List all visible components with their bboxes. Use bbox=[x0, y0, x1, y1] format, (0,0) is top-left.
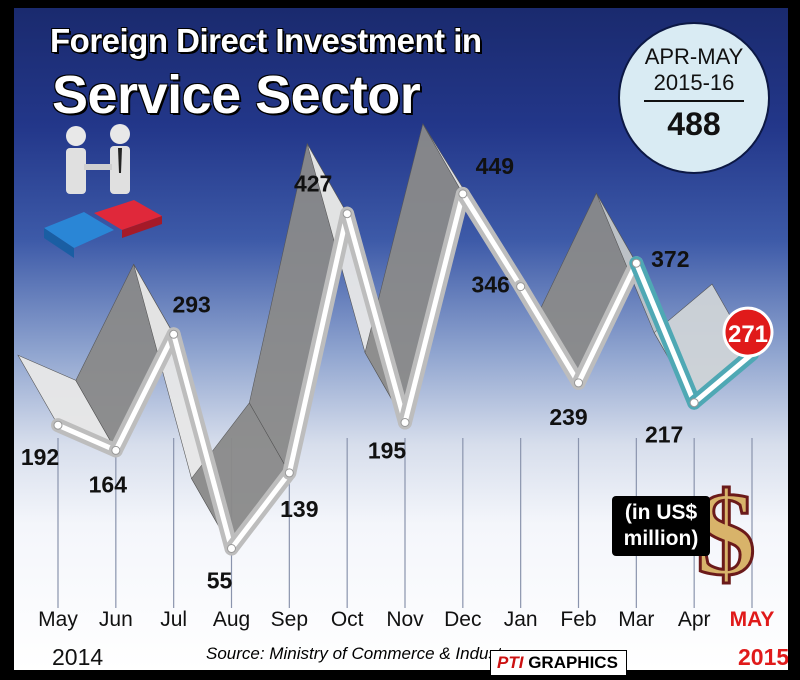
year-end-label: 2015 bbox=[738, 644, 788, 670]
data-label-2: 293 bbox=[172, 291, 210, 317]
chart-canvas: 192 164 293 55 139 427 195 449 346 239 372 217 271 Ma… bbox=[17, 123, 775, 631]
category-label-2: Jul bbox=[160, 608, 187, 631]
data-label-8: 346 bbox=[471, 272, 509, 298]
data-point-7 bbox=[458, 189, 468, 199]
credit-graphics: GRAPHICS bbox=[528, 653, 618, 672]
data-label-1: 164 bbox=[89, 471, 128, 497]
summary-divider bbox=[644, 100, 744, 102]
category-label-11: Apr bbox=[678, 608, 711, 631]
data-label-10: 372 bbox=[651, 246, 689, 272]
data-label-7: 449 bbox=[476, 153, 514, 179]
summary-period-line1: APR-MAY bbox=[644, 44, 744, 69]
data-label-5: 427 bbox=[294, 171, 332, 197]
category-label-7: Dec bbox=[444, 608, 481, 631]
summary-period-line2: 2015-16 bbox=[653, 70, 735, 95]
data-point-9 bbox=[574, 378, 583, 388]
series-segment-1 bbox=[113, 331, 177, 453]
data-point-6 bbox=[400, 418, 410, 427]
unit-label-line1: (in US$ bbox=[624, 501, 698, 524]
data-label-3: 55 bbox=[207, 568, 233, 594]
chart-panel: 192 164 293 55 139 427 195 449 346 239 372 217 271 Ma… bbox=[14, 8, 788, 670]
data-point-10 bbox=[631, 258, 641, 268]
series-segment-8 bbox=[518, 284, 581, 386]
category-label-1: Jun bbox=[99, 608, 133, 631]
category-label-3: Aug bbox=[213, 608, 250, 631]
data-point-4 bbox=[284, 468, 294, 478]
data-point-11 bbox=[689, 398, 699, 408]
data-point-1 bbox=[111, 445, 121, 455]
data-point-2 bbox=[169, 329, 179, 339]
data-label-6: 195 bbox=[368, 438, 407, 464]
unit-label-line2: million) bbox=[623, 527, 699, 550]
summary-circle: APR-MAY 2015-16 488 bbox=[618, 22, 770, 174]
series-segment-9 bbox=[576, 260, 639, 386]
series-segment-3 bbox=[229, 470, 292, 551]
data-point-5 bbox=[342, 209, 352, 219]
chart-title-line2: Service Sector bbox=[52, 65, 421, 125]
data-point-8 bbox=[516, 282, 526, 292]
data-point-0 bbox=[53, 420, 63, 430]
credit-badge: PTI GRAPHICS bbox=[490, 650, 627, 676]
category-label-0: May bbox=[38, 608, 78, 631]
series-segment-2 bbox=[171, 331, 234, 551]
puzzle-pieces-icon bbox=[44, 200, 162, 258]
category-label-4: Sep bbox=[271, 608, 308, 631]
data-label-11: 217 bbox=[645, 422, 683, 448]
category-label-9: Feb bbox=[560, 608, 596, 631]
year-start-label: 2014 bbox=[52, 644, 104, 670]
series-segment-6 bbox=[402, 191, 466, 425]
data-label-12: 271 bbox=[728, 321, 768, 348]
data-label-0: 192 bbox=[21, 444, 59, 470]
category-label-5: Oct bbox=[331, 608, 364, 631]
category-label-10: Mar bbox=[618, 608, 654, 631]
chart-title-line1: Foreign Direct Investment in bbox=[50, 22, 482, 59]
summary-period: APR-MAY 2015-16 bbox=[620, 44, 768, 96]
source-note: Source: Ministry of Commerce & Industry bbox=[206, 644, 516, 663]
series-segment-7 bbox=[460, 191, 524, 290]
data-point-3 bbox=[227, 544, 236, 553]
series-segment-5 bbox=[344, 211, 408, 425]
series-segment-4 bbox=[286, 211, 350, 476]
series-segment-11 bbox=[691, 351, 755, 406]
category-label-12: MAY bbox=[730, 608, 775, 631]
summary-value: 488 bbox=[667, 106, 721, 142]
series-segment-10 bbox=[633, 260, 697, 406]
series-segment-0 bbox=[55, 422, 119, 453]
handshake-figures-icon bbox=[66, 124, 130, 194]
category-label-6: Nov bbox=[386, 608, 424, 631]
data-label-9: 239 bbox=[549, 404, 587, 430]
credit-pti: PTI bbox=[497, 653, 524, 672]
highlight-bubble bbox=[722, 306, 774, 358]
data-label-4: 139 bbox=[280, 496, 318, 522]
unit-label: (in US$ million) bbox=[612, 496, 710, 556]
category-label-8: Jan bbox=[504, 608, 538, 631]
